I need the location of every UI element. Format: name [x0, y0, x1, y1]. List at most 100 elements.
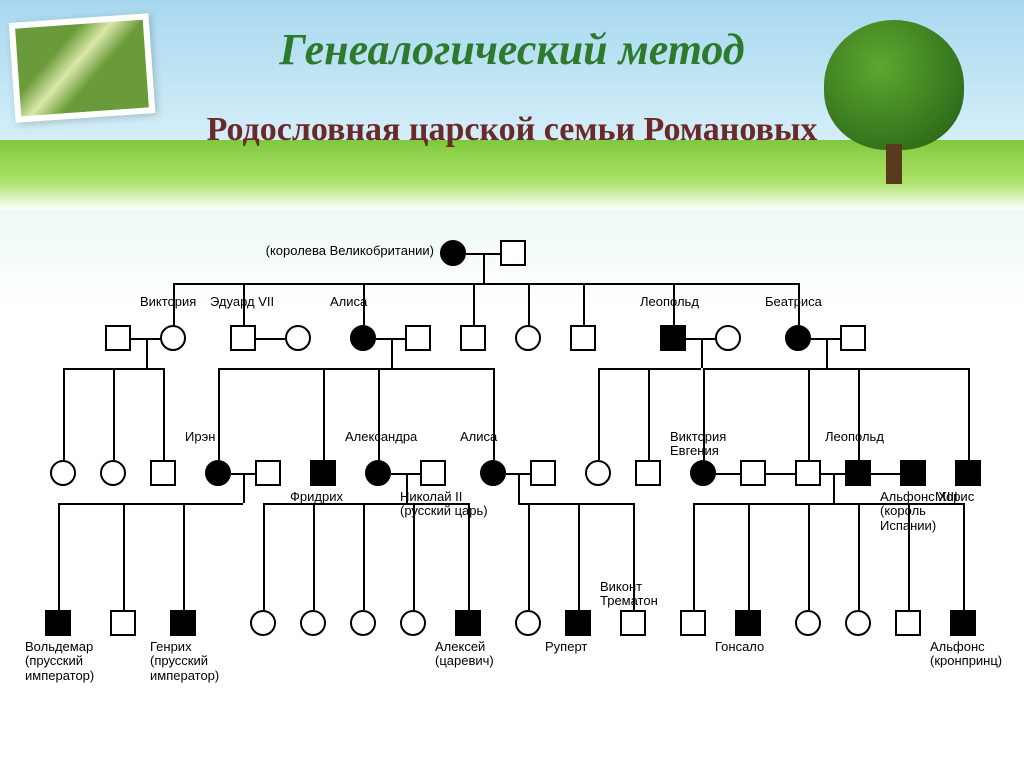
pedigree-symbol — [405, 325, 431, 351]
pedigree-label: Виконт Трематон — [600, 580, 658, 609]
pedigree-symbol — [150, 460, 176, 486]
pedigree-label: Алексей (царевич) — [435, 640, 494, 669]
connector-line — [113, 368, 115, 460]
pedigree-symbol — [715, 325, 741, 351]
pedigree-chart: (королева Великобритании)ВикторияЭдуард … — [10, 210, 1014, 757]
connector-line — [256, 338, 285, 340]
connector-line — [243, 473, 245, 503]
pedigree-symbol — [565, 610, 591, 636]
pedigree-symbol — [50, 460, 76, 486]
connector-line — [378, 368, 380, 460]
connector-line — [858, 503, 860, 610]
pedigree-symbol — [300, 610, 326, 636]
connector-line — [808, 368, 810, 460]
pedigree-label: Леопольд — [825, 430, 884, 444]
pedigree-symbol — [620, 610, 646, 636]
connector-line — [578, 503, 580, 610]
pedigree-label: Альфонс (кронпринц) — [930, 640, 1002, 669]
connector-line — [63, 368, 65, 460]
pedigree-symbol — [840, 325, 866, 351]
pedigree-label: Фридрих — [290, 490, 343, 504]
connector-line — [826, 338, 828, 368]
connector-line — [313, 503, 315, 610]
pedigree-symbol — [795, 610, 821, 636]
connector-line — [528, 503, 530, 610]
pedigree-symbol — [660, 325, 686, 351]
connector-line — [833, 473, 835, 503]
pedigree-symbol — [420, 460, 446, 486]
connector-line — [183, 503, 185, 610]
pedigree-label: Виктория Евгения — [670, 430, 726, 459]
connector-line — [413, 503, 415, 610]
connector-line — [146, 338, 148, 368]
pedigree-label: Генрих (прусский император) — [150, 640, 219, 683]
pedigree-symbol — [205, 460, 231, 486]
pedigree-symbol — [400, 610, 426, 636]
pedigree-symbol — [530, 460, 556, 486]
pedigree-symbol — [680, 610, 706, 636]
pedigree-symbol — [45, 610, 71, 636]
connector-line — [391, 338, 393, 368]
connector-line — [468, 503, 470, 610]
connector-line — [218, 368, 493, 370]
pedigree-symbol — [895, 610, 921, 636]
pedigree-label: Алиса — [330, 295, 367, 309]
pedigree-symbol — [955, 460, 981, 486]
pedigree-symbol — [310, 460, 336, 486]
pedigree-symbol — [515, 325, 541, 351]
pedigree-symbol — [230, 325, 256, 351]
pedigree-symbol — [455, 610, 481, 636]
pedigree-symbol — [515, 610, 541, 636]
pedigree-label: Морис — [935, 490, 974, 504]
connector-line — [693, 503, 695, 610]
pedigree-label: Эдуард VII — [210, 295, 274, 309]
pedigree-symbol — [480, 460, 506, 486]
connector-line — [473, 283, 475, 325]
pedigree-symbol — [250, 610, 276, 636]
pedigree-symbol — [285, 325, 311, 351]
connector-line — [173, 283, 798, 285]
pedigree-symbol — [170, 610, 196, 636]
connector-line — [703, 368, 968, 370]
connector-line — [483, 253, 485, 283]
connector-line — [808, 503, 810, 610]
connector-line — [218, 368, 220, 460]
pedigree-symbol — [350, 610, 376, 636]
connector-line — [518, 503, 633, 505]
connector-line — [163, 368, 165, 460]
pedigree-label: Николай II (русский царь) — [400, 490, 488, 519]
connector-line — [263, 503, 265, 610]
connector-line — [748, 503, 750, 610]
pedigree-symbol — [350, 325, 376, 351]
connector-line — [518, 473, 520, 503]
pedigree-symbol — [690, 460, 716, 486]
connector-line — [963, 503, 965, 610]
connector-line — [968, 368, 970, 460]
pedigree-symbol — [110, 610, 136, 636]
connector-line — [528, 283, 530, 325]
pedigree-symbol — [845, 610, 871, 636]
pedigree-label: Гонсало — [715, 640, 764, 654]
pedigree-label: Александра — [345, 430, 417, 444]
connector-line — [858, 368, 860, 460]
pedigree-symbol — [570, 325, 596, 351]
connector-line — [58, 503, 243, 505]
pedigree-label: Алиса — [460, 430, 497, 444]
pedigree-label: Руперт — [545, 640, 587, 654]
pedigree-symbol — [440, 240, 466, 266]
pedigree-symbol — [460, 325, 486, 351]
pedigree-symbol — [795, 460, 821, 486]
connector-line — [583, 283, 585, 325]
pedigree-symbol — [500, 240, 526, 266]
connector-line — [363, 503, 365, 610]
connector-line — [323, 368, 325, 460]
connector-line — [123, 503, 125, 610]
pedigree-label: Вольдемар (прусский император) — [25, 640, 94, 683]
pedigree-symbol — [160, 325, 186, 351]
connector-line — [701, 338, 703, 368]
slide-title: Генеалогический метод — [0, 24, 1024, 75]
connector-line — [598, 368, 600, 460]
pedigree-symbol — [785, 325, 811, 351]
pedigree-symbol — [900, 460, 926, 486]
pedigree-label: Виктория — [140, 295, 196, 309]
